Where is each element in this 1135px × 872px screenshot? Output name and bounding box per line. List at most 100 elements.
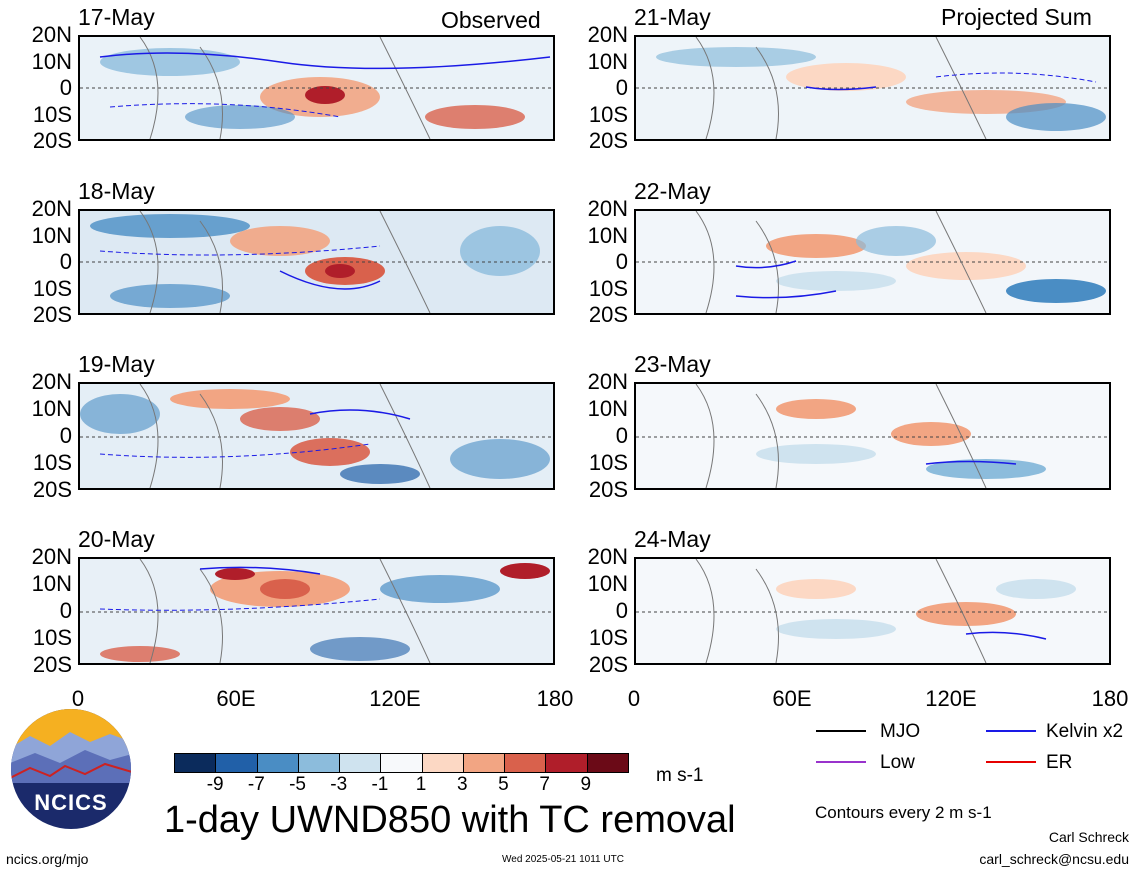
lat-label: 20S bbox=[32, 652, 72, 677]
wind-anomaly-map bbox=[634, 382, 1111, 490]
lat-label: 0 bbox=[615, 249, 628, 274]
lat-label: 10N bbox=[587, 222, 628, 248]
colorbar-tick-label: -3 bbox=[330, 774, 348, 795]
lat-label: 10N bbox=[587, 396, 628, 421]
panel-date: 18-May bbox=[78, 178, 155, 204]
panel-date: 17-May bbox=[78, 4, 155, 30]
legend-er: ER bbox=[1046, 752, 1073, 773]
panel-date: 24-May bbox=[634, 526, 711, 552]
wind-anomaly-map bbox=[78, 382, 555, 490]
wind-anomaly-map bbox=[78, 557, 555, 665]
footer-url: ncics.org/mjo bbox=[6, 851, 89, 867]
lon-label: 180 bbox=[536, 686, 574, 711]
lat-label: 20N bbox=[31, 22, 72, 47]
lat-label: 20N bbox=[587, 196, 628, 221]
footer-author: Carl Schreck bbox=[1048, 829, 1129, 845]
panel-date: 23-May bbox=[634, 351, 711, 377]
colorbar-swatch bbox=[422, 754, 464, 772]
colorbar-tick-label: -5 bbox=[289, 774, 306, 795]
lat-label: 0 bbox=[615, 75, 628, 100]
kelvin-line-swatch bbox=[986, 730, 1036, 732]
mjo-line-swatch bbox=[816, 730, 866, 732]
panel-date: 22-May bbox=[634, 178, 711, 204]
lat-label: 20S bbox=[32, 128, 72, 153]
panel-date: 21-May bbox=[634, 4, 711, 30]
wind-anomaly-map bbox=[78, 209, 555, 315]
wind-anomaly-map bbox=[634, 35, 1111, 141]
logo-text: NCICS bbox=[34, 790, 108, 815]
colorbar-tick-label: -1 bbox=[371, 774, 389, 795]
legend-low: Low bbox=[880, 752, 915, 773]
lat-label: 20S bbox=[588, 652, 628, 677]
ncics-logo: NCICS bbox=[10, 708, 132, 830]
observed-label: Observed bbox=[441, 7, 541, 33]
lat-label: 10N bbox=[31, 396, 72, 421]
lat-label: 20N bbox=[31, 196, 72, 221]
lat-label: 10S bbox=[588, 275, 628, 301]
colorbar-swatch bbox=[381, 754, 423, 772]
lat-label: 20N bbox=[587, 22, 628, 47]
lat-label: 10S bbox=[32, 101, 72, 127]
panel-date: 20-May bbox=[78, 526, 155, 552]
lat-label: 10N bbox=[587, 48, 628, 74]
wind-anomaly-map bbox=[634, 557, 1111, 665]
colorbar-swatch bbox=[216, 754, 258, 772]
er-line-swatch bbox=[986, 761, 1036, 763]
lat-label: 10S bbox=[588, 101, 628, 127]
colorbar-swatch bbox=[505, 754, 547, 772]
lat-label: 0 bbox=[615, 423, 628, 448]
lat-label: 20S bbox=[32, 477, 72, 502]
colorbar-swatch bbox=[546, 754, 588, 772]
lat-label: 10S bbox=[588, 450, 628, 475]
lat-label: 0 bbox=[59, 75, 72, 100]
lon-label: 0 bbox=[627, 686, 641, 711]
colorbar-tick-label: 9 bbox=[580, 774, 592, 795]
projected-label: Projected Sum bbox=[941, 4, 1092, 30]
lat-label: 10N bbox=[587, 571, 628, 596]
lat-label: 20S bbox=[32, 302, 72, 327]
colorbar-tick-label: 3 bbox=[456, 774, 468, 795]
colorbar bbox=[174, 753, 629, 773]
low-line-swatch bbox=[816, 761, 866, 763]
lat-label: 0 bbox=[59, 423, 72, 448]
colorbar-units: m s-1 bbox=[656, 765, 704, 786]
lat-label: 10N bbox=[31, 222, 72, 248]
wind-anomaly-map bbox=[78, 35, 555, 141]
footer-email: carl_schreck@ncsu.edu bbox=[979, 851, 1129, 867]
legend-mjo: MJO bbox=[880, 721, 921, 742]
colorbar-swatch bbox=[463, 754, 506, 772]
chart-title: 1-day UWND850 with TC removal bbox=[164, 799, 736, 841]
lat-label: 20N bbox=[587, 544, 628, 569]
lat-label: 10N bbox=[31, 571, 72, 596]
colorbar-swatch bbox=[340, 754, 382, 772]
lat-label: 10S bbox=[32, 450, 72, 475]
contour-interval: Contours every 2 m s-1 bbox=[815, 803, 992, 822]
lat-label: 0 bbox=[59, 249, 72, 274]
lat-label: 20N bbox=[31, 369, 72, 394]
panel-date: 19-May bbox=[78, 351, 155, 377]
lat-label: 10N bbox=[31, 48, 72, 74]
lat-label: 20N bbox=[587, 369, 628, 394]
lat-label: 10S bbox=[588, 625, 628, 650]
colorbar-swatch bbox=[298, 754, 341, 772]
colorbar-tick-label: -9 bbox=[206, 774, 224, 795]
colorbar-swatch bbox=[257, 754, 299, 772]
lon-label: 60E bbox=[216, 686, 256, 711]
colorbar-tick-label: 5 bbox=[498, 774, 509, 795]
lon-label: 120E bbox=[369, 686, 421, 711]
colorbar-tick-label: 1 bbox=[415, 774, 427, 795]
colorbar-tick-label: 7 bbox=[539, 774, 550, 795]
lon-label: 180 bbox=[1091, 686, 1129, 711]
lon-label: 0 bbox=[71, 686, 85, 711]
footer-timestamp: Wed 2025-05-21 1011 UTC bbox=[502, 854, 624, 865]
colorbar-swatch bbox=[175, 754, 217, 772]
lat-label: 0 bbox=[59, 598, 72, 623]
legend-kelvin: Kelvin x2 bbox=[1046, 721, 1124, 742]
lon-label: 60E bbox=[772, 686, 812, 711]
colorbar-tick-label: -7 bbox=[247, 774, 265, 795]
lat-label: 0 bbox=[615, 598, 628, 623]
lat-label: 10S bbox=[32, 625, 72, 650]
lat-label: 20S bbox=[588, 128, 628, 153]
lat-label: 20N bbox=[31, 544, 72, 569]
lat-label: 10S bbox=[32, 275, 72, 301]
